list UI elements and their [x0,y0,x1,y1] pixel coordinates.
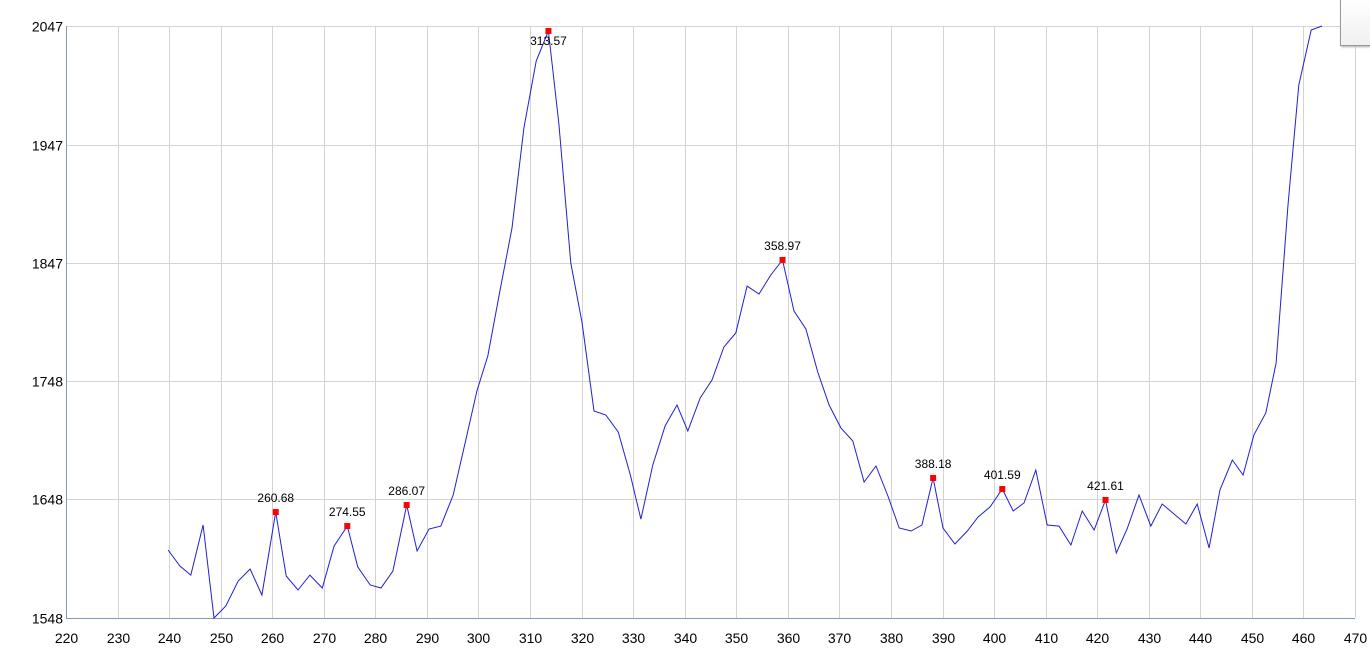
peak-label: 401.59 [984,468,1021,482]
x-tick-label: 280 [364,630,388,646]
x-tick-label: 270 [313,630,337,646]
x-tick-label: 450 [1241,630,1265,646]
peak-label: 358.97 [764,239,801,253]
y-tick-label: 2047 [32,19,63,35]
x-tick-label: 430 [1138,630,1162,646]
x-tick-label: 420 [1086,630,1110,646]
x-tick-label: 390 [932,630,956,646]
series [167,25,1323,620]
x-tick-label: 290 [416,630,440,646]
peak-label: 274.55 [329,505,366,519]
peak-marker [344,523,351,530]
peak-markers: 260.68 274.55 286.07 313.57 358.97 388.18 401.… [257,27,1124,530]
peak-marker [403,502,410,509]
axes [66,26,1355,619]
y-tick-label: 1947 [32,138,63,154]
x-tick-label: 230 [107,630,131,646]
x-tick-label: 260 [261,630,285,646]
x-tick-label: 470 [1344,630,1368,646]
peak-label: 421.61 [1087,479,1124,493]
peak-label: 313.57 [530,34,567,48]
y-tick-label: 1748 [32,374,63,390]
peak-marker [930,475,937,482]
x-tick-label: 340 [674,630,698,646]
x-tick-label: 460 [1292,630,1316,646]
peak-label: 388.18 [915,457,952,471]
x-tick-label: 380 [880,630,904,646]
peak-marker [779,256,786,263]
x-tick-label: 310 [519,630,543,646]
series-line-signal [167,25,1323,620]
y-tick-label: 1548 [32,611,63,627]
x-tick-label: 440 [1189,630,1213,646]
y-tick-label: 1847 [32,256,63,272]
x-tick-label: 410 [1035,630,1059,646]
x-tick-label: 300 [467,630,491,646]
x-tick-label: 350 [725,630,749,646]
x-tick-label: 320 [571,630,595,646]
peak-marker [272,509,279,516]
x-tick-label: 370 [828,630,852,646]
x-tick-label: 240 [158,630,182,646]
grid [66,26,1356,619]
y-tick-label: 1648 [32,492,63,508]
peak-label: 260.68 [257,491,294,505]
x-tick-label: 360 [777,630,801,646]
x-axis-ticks: 220 230 240 250 260 270 280 290 300 310 320 330 340 3… [55,630,1368,646]
x-tick-label: 250 [210,630,234,646]
peak-marker [545,27,552,34]
peak-marker [999,486,1006,493]
y-axis-ticks: 1548 1648 1748 1847 1947 2047 [32,19,63,627]
x-tick-label: 400 [983,630,1007,646]
x-tick-label: 220 [55,630,79,646]
peak-marker [1102,496,1109,503]
x-tick-label: 330 [622,630,646,646]
peak-label: 286.07 [388,484,425,498]
floating-panel-corner[interactable] [1340,0,1370,46]
